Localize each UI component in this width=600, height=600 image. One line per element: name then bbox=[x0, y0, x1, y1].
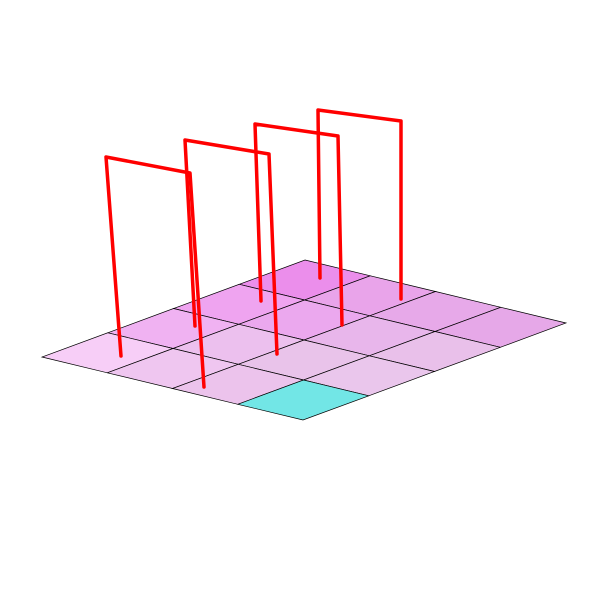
arch-1 bbox=[104, 155, 206, 389]
game-board bbox=[40, 259, 568, 421]
arch-3 bbox=[253, 122, 344, 327]
arch-layer bbox=[104, 108, 403, 389]
arch-4 bbox=[316, 108, 403, 301]
arch-2 bbox=[183, 138, 279, 356]
board-cell-r3-c3[interactable] bbox=[236, 379, 371, 421]
